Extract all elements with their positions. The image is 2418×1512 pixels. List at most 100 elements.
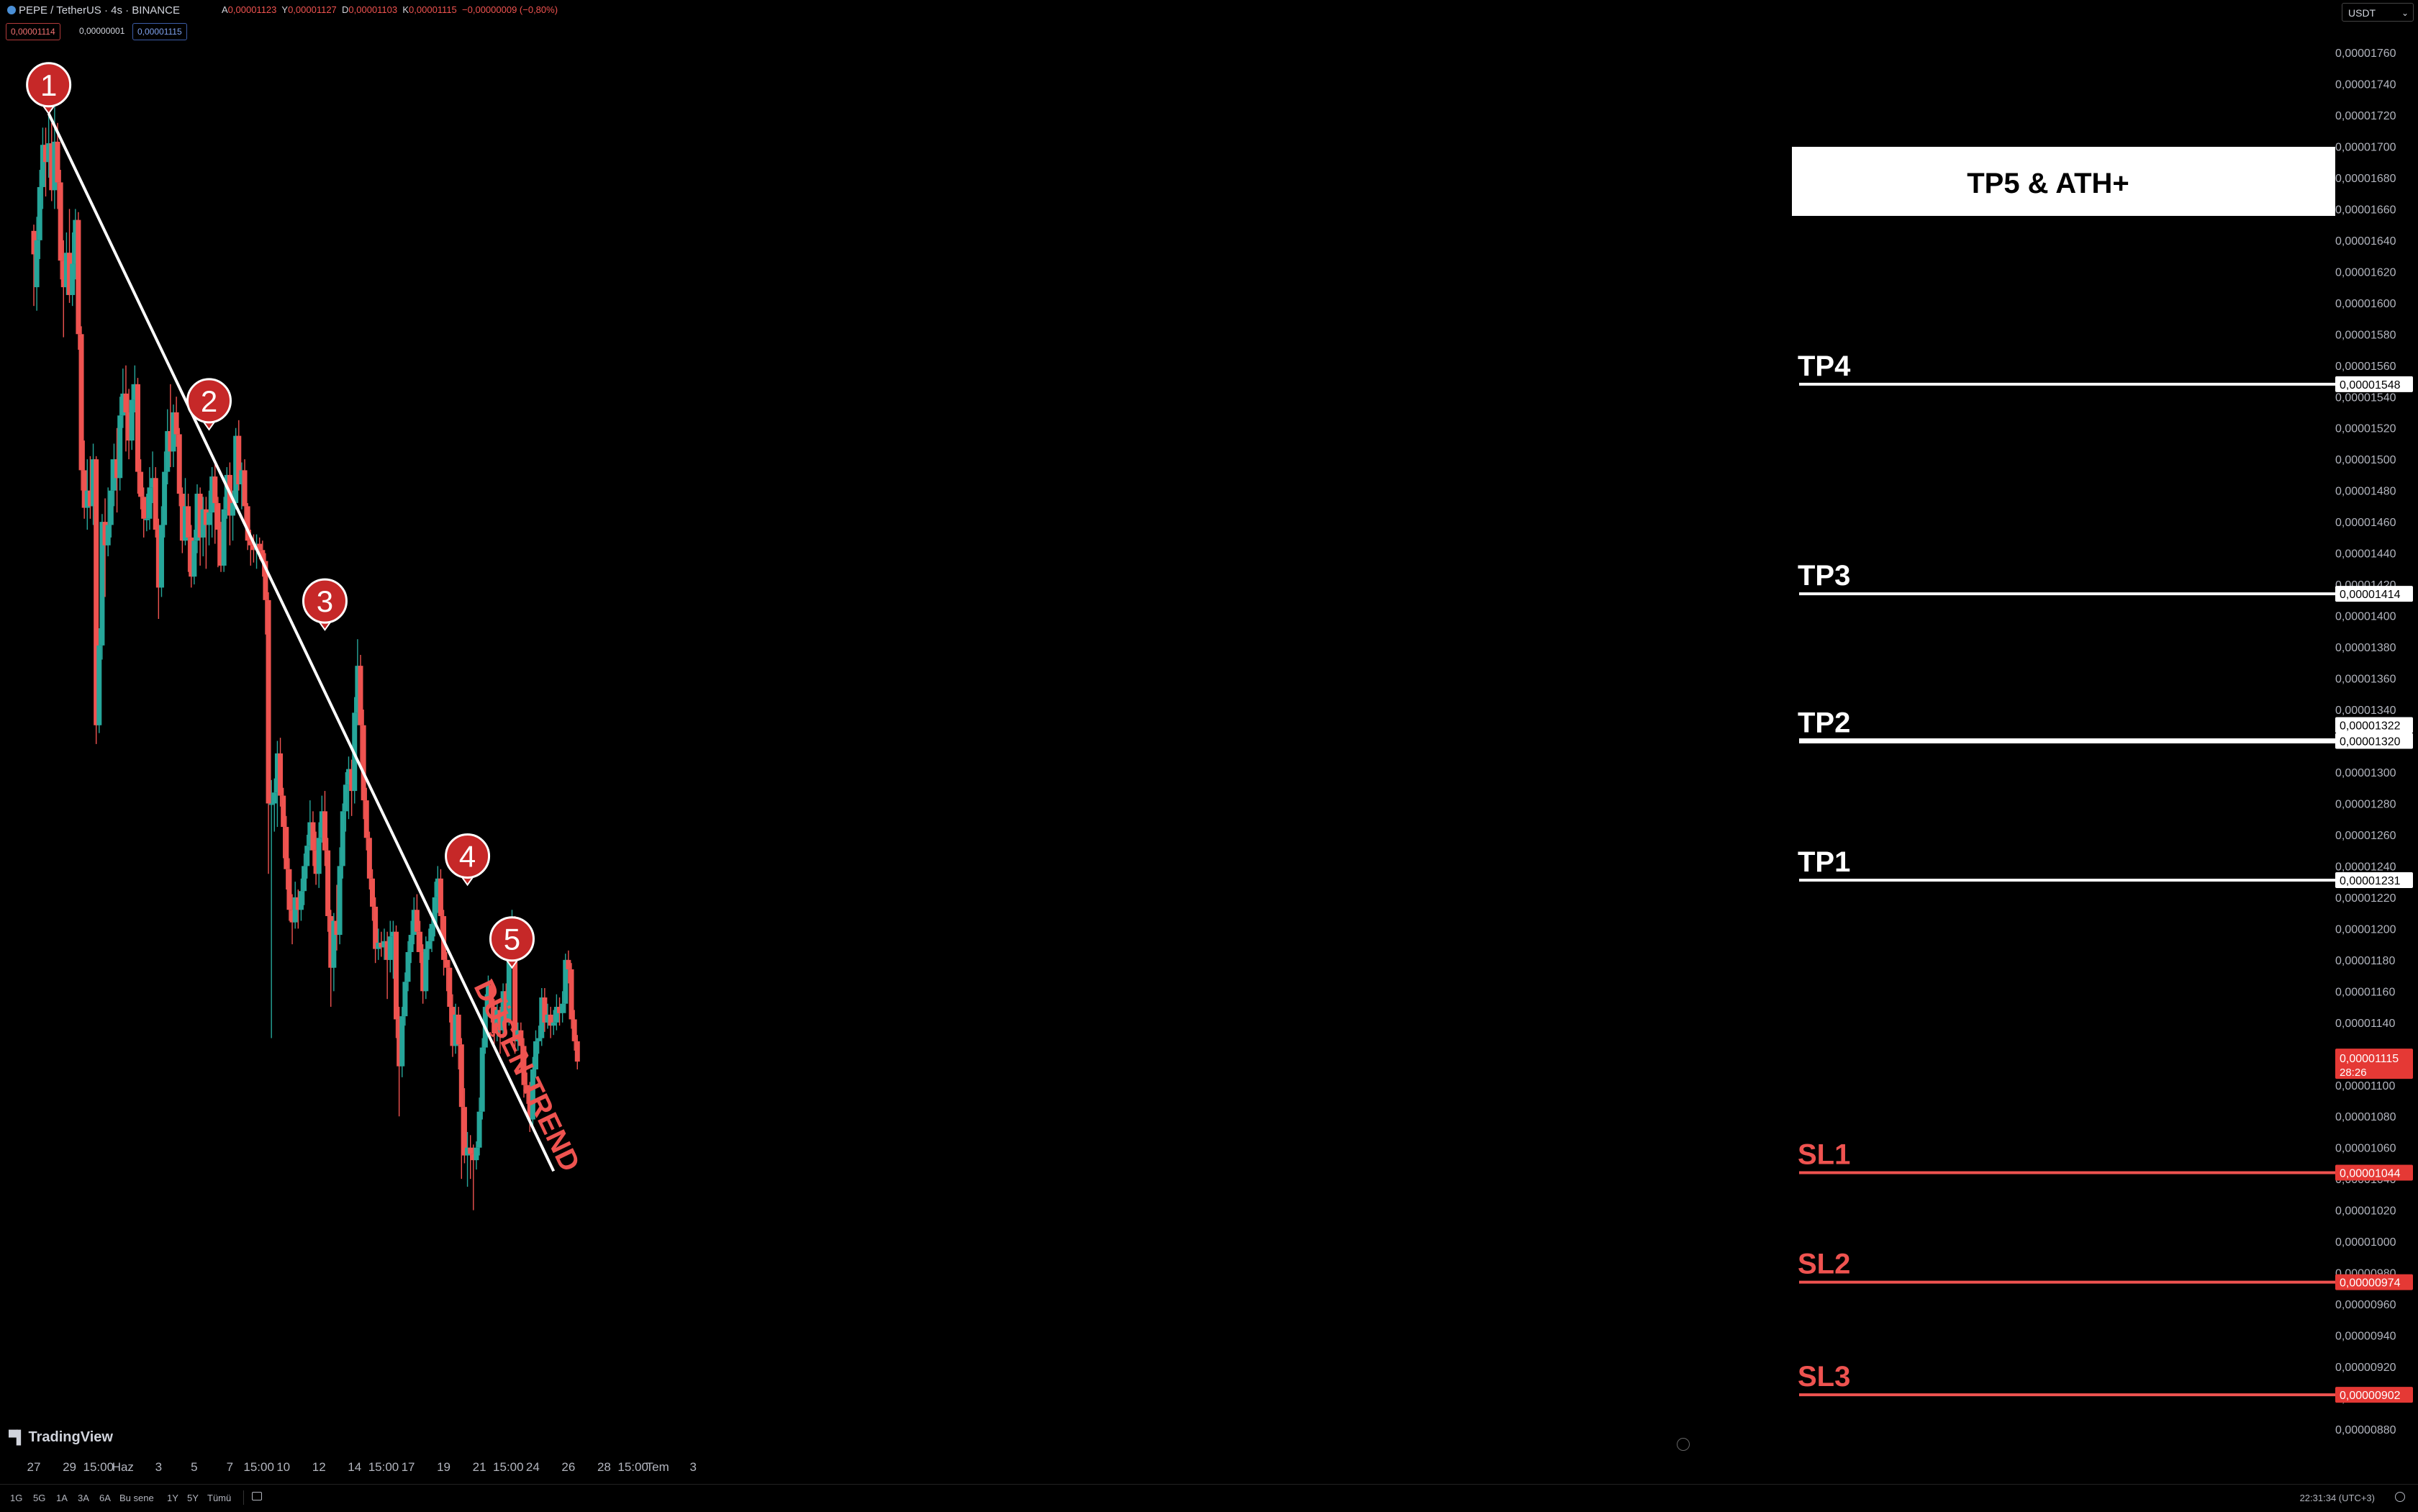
candle <box>141 487 147 538</box>
candle-body <box>108 490 114 525</box>
candle <box>87 456 93 519</box>
candle-body <box>489 984 494 1008</box>
navigation-icon[interactable] <box>1677 1438 1690 1451</box>
clock-readout[interactable]: 22:31:34 (UTC+3) <box>2299 1493 2375 1503</box>
time-tick-label: 3 <box>690 1460 697 1474</box>
level-price-text: 0,00001231 <box>2340 875 2401 887</box>
candle-body <box>245 506 250 541</box>
candle-body <box>465 1147 471 1156</box>
candle-body <box>248 540 253 546</box>
candle-body <box>221 509 227 566</box>
candle-body <box>492 1007 497 1034</box>
candle <box>542 987 548 1032</box>
candle <box>70 232 76 307</box>
candle-body <box>340 811 345 866</box>
price-tick-label: 0,00001020 <box>2335 1205 2396 1218</box>
time-tick-label: 24 <box>526 1460 540 1474</box>
candle-body <box>87 490 93 507</box>
candle <box>236 420 242 491</box>
price-tick-label: 0,00001620 <box>2335 266 2396 279</box>
last-price-box <box>2335 1049 2413 1079</box>
candle <box>58 170 63 280</box>
marker-label: 2 <box>201 384 217 418</box>
range-6m-button[interactable]: 6A <box>99 1493 111 1503</box>
touch-marker-3: 3 <box>302 578 348 631</box>
price-tick-label: 0,00001300 <box>2335 767 2396 779</box>
candle <box>132 365 137 412</box>
buy-price-button[interactable]: 0,00001115 <box>132 23 187 40</box>
candle <box>373 897 379 964</box>
candle-body <box>91 459 96 507</box>
candle <box>566 950 571 984</box>
candle-body <box>420 951 426 992</box>
candle-body <box>37 186 42 240</box>
tradingview-logo[interactable]: ▀▌ TradingView <box>9 1429 113 1446</box>
candle-body <box>322 811 327 851</box>
time-tick-label: 5 <box>191 1460 197 1474</box>
range-all-button[interactable]: Tümü <box>207 1493 232 1503</box>
candle-body <box>379 942 384 948</box>
marker-label: 3 <box>317 584 333 618</box>
candle <box>197 487 203 566</box>
range-1d-button[interactable]: 1G <box>10 1493 23 1503</box>
time-tick-label: Haz <box>112 1460 134 1474</box>
candle <box>302 854 307 905</box>
calendar-icon[interactable] <box>252 1492 262 1500</box>
range-1m-button[interactable]: 1A <box>56 1493 68 1503</box>
range-5d-button[interactable]: 5G <box>33 1493 46 1503</box>
candle-body <box>242 470 248 507</box>
candle-body <box>468 1147 474 1154</box>
candle <box>553 994 559 1031</box>
candle <box>150 451 155 504</box>
range-ytd-button[interactable]: Bu sene <box>119 1493 154 1503</box>
candle <box>278 738 284 807</box>
symbol-title[interactable]: PEPE / TetherUS · 4s · BINANCE <box>7 4 180 17</box>
candle <box>108 459 114 538</box>
time-tick-label: 26 <box>561 1460 575 1474</box>
candle <box>340 803 345 879</box>
candle-body <box>569 969 574 1020</box>
candle-body <box>337 866 343 936</box>
candle <box>408 920 414 964</box>
candle <box>405 941 411 992</box>
candle-body <box>250 545 256 551</box>
level-label: TP2 <box>1798 707 1850 739</box>
candle <box>397 1007 402 1117</box>
candle <box>31 225 37 307</box>
candle <box>117 397 123 491</box>
currency-select[interactable]: USDT ⌄ <box>2342 3 2414 22</box>
range-3m-button[interactable]: 3A <box>78 1493 89 1503</box>
candle-body <box>292 897 298 923</box>
candle <box>286 858 292 921</box>
level-price-tag <box>2335 1164 2413 1181</box>
candle-body <box>49 143 55 191</box>
candle-body <box>144 518 150 520</box>
level-label: SL1 <box>1798 1138 1850 1170</box>
candle-body <box>411 910 417 936</box>
candle <box>337 847 343 945</box>
touch-marker-1: 1 <box>26 62 72 115</box>
candle <box>78 326 84 491</box>
candle <box>394 925 399 1038</box>
candle-body <box>402 982 408 1017</box>
candle-body <box>76 219 81 335</box>
time-tick-label: Tem <box>646 1460 669 1474</box>
candle <box>468 1135 474 1180</box>
candle-body <box>429 923 435 941</box>
candle-body <box>515 1030 521 1041</box>
candle-body <box>456 1014 461 1045</box>
candle <box>49 122 55 202</box>
range-5y-button[interactable]: 5Y <box>187 1493 199 1503</box>
sell-price-button[interactable]: 0,00001114 <box>6 23 60 40</box>
candle <box>295 889 301 929</box>
range-1y-button[interactable]: 1Y <box>167 1493 178 1503</box>
candle <box>218 522 224 572</box>
settings-icon[interactable] <box>2395 1492 2405 1502</box>
candle-body <box>266 599 271 804</box>
candle <box>414 894 420 952</box>
marker-circle <box>445 833 491 879</box>
candle <box>194 484 200 553</box>
candle <box>458 1038 464 1180</box>
candle <box>435 866 440 913</box>
